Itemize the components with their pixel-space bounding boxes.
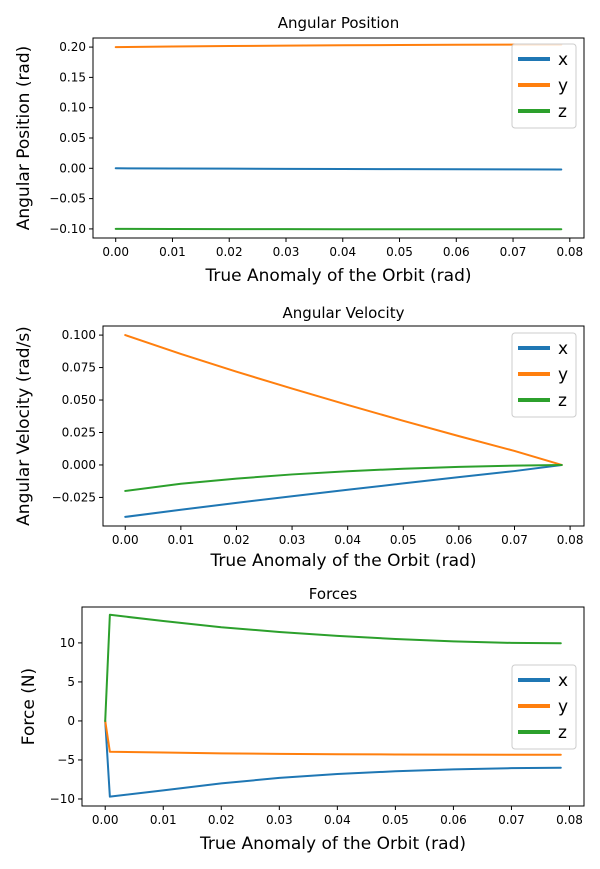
plot-frame xyxy=(81,606,585,807)
legend: xyz xyxy=(511,332,577,418)
x-tick-label: 0.04 xyxy=(329,245,356,259)
x-tick-label: 0.03 xyxy=(266,813,293,827)
y-tick-label: 0.15 xyxy=(59,70,86,84)
angular-position-chart: Angular Position 0.00 0.01 0.02 0.03 0.04 0.05… xyxy=(14,14,585,286)
x-tick-label: 0.00 xyxy=(112,533,139,547)
series-line-y xyxy=(124,334,563,466)
x-axis-label: True Anomaly of the Orbit (rad) xyxy=(205,266,472,286)
legend-label-x: x xyxy=(558,50,568,70)
series-group xyxy=(124,334,563,518)
y-tick-label: 0.000 xyxy=(62,458,96,472)
x-tick-label: 0.04 xyxy=(334,533,361,547)
y-axis-label: Force (N) xyxy=(19,668,39,745)
legend-label-z: z xyxy=(558,102,567,122)
y-axis-label: Angular Position (rad) xyxy=(14,46,34,231)
x-tick-label: 0.02 xyxy=(223,533,250,547)
chart-title: Forces xyxy=(309,585,358,603)
series-line-x xyxy=(124,463,563,518)
x-tick-label: 0.03 xyxy=(273,245,300,259)
y-tick-label: 0.075 xyxy=(62,361,96,375)
x-tick-label: 0.03 xyxy=(279,533,306,547)
series-line-z xyxy=(104,613,562,722)
y-tick-label: 0.10 xyxy=(59,101,86,115)
y-axis-label: Angular Velocity (rad/s) xyxy=(14,326,34,526)
series-group xyxy=(104,613,562,798)
series-line-x xyxy=(104,719,562,798)
x-tick-label: 0.07 xyxy=(501,533,528,547)
x-tick-label: 0.01 xyxy=(150,813,177,827)
x-tick-label: 0.00 xyxy=(92,813,119,827)
forces-chart: Forces 0.00 0.01 0.02 0.03 0.04 0.05 0.06 0.07 0.… xyxy=(19,585,585,854)
legend-label-y: y xyxy=(558,697,568,717)
x-tick-label: 0.04 xyxy=(324,813,351,827)
legend-label-x: x xyxy=(558,339,568,359)
plot-frame xyxy=(102,325,585,527)
y-tick-label: −0.10 xyxy=(49,222,86,236)
x-tick-label: 0.06 xyxy=(446,533,473,547)
angular-velocity-chart: Angular Velocity 0.00 0.01 0.02 0.03 0.04 0.05… xyxy=(14,304,585,571)
x-tick-label: 0.08 xyxy=(557,533,584,547)
y-tick-label: 0.00 xyxy=(59,161,86,175)
x-tick-label: 0.01 xyxy=(167,533,194,547)
x-tick-label: 0.07 xyxy=(500,245,527,259)
legend: xyz xyxy=(511,43,577,129)
x-tick-label: 0.02 xyxy=(208,813,235,827)
x-tick-label: 0.08 xyxy=(556,245,583,259)
x-axis-label: True Anomaly of the Orbit (rad) xyxy=(210,551,477,571)
y-tick-label: 0.20 xyxy=(59,40,86,54)
x-tick-label: 0.07 xyxy=(498,813,525,827)
y-tick-label: −0.025 xyxy=(52,490,96,504)
legend: xyz xyxy=(511,664,577,750)
series-line-x xyxy=(114,167,563,171)
legend-label-z: z xyxy=(558,723,567,743)
x-tick-label: 0.05 xyxy=(386,245,413,259)
y-tick-label: 0.100 xyxy=(62,328,96,342)
chart-title: Angular Velocity xyxy=(283,304,405,322)
y-tick-label: 0.050 xyxy=(62,393,96,407)
x-tick-label: 0.05 xyxy=(390,533,417,547)
x-tick-label: 0.06 xyxy=(440,813,467,827)
y-tick-label: 0 xyxy=(67,714,75,728)
legend-label-x: x xyxy=(558,671,568,691)
legend-label-y: y xyxy=(558,365,568,385)
x-tick-label: 0.02 xyxy=(216,245,243,259)
x-tick-label: 0.08 xyxy=(556,813,583,827)
legend-label-z: z xyxy=(558,391,567,411)
x-tick-label: 0.00 xyxy=(102,245,129,259)
series-line-z xyxy=(124,463,563,492)
y-tick-label: 5 xyxy=(67,675,75,689)
y-tick-label: −10 xyxy=(50,792,75,806)
x-tick-label: 0.05 xyxy=(382,813,409,827)
series-group xyxy=(114,43,563,231)
y-tick-label: −5 xyxy=(57,753,75,767)
chart-title: Angular Position xyxy=(278,14,400,32)
legend-label-y: y xyxy=(558,76,568,96)
x-axis-label: True Anomaly of the Orbit (rad) xyxy=(199,834,466,854)
x-tick-label: 0.01 xyxy=(159,245,186,259)
y-tick-label: 0.025 xyxy=(62,425,96,439)
y-tick-label: 10 xyxy=(60,636,75,650)
y-tick-label: 0.05 xyxy=(59,131,86,145)
y-tick-label: −0.05 xyxy=(49,192,86,206)
series-line-y xyxy=(114,43,563,49)
series-line-y xyxy=(104,719,562,756)
x-tick-label: 0.06 xyxy=(443,245,470,259)
